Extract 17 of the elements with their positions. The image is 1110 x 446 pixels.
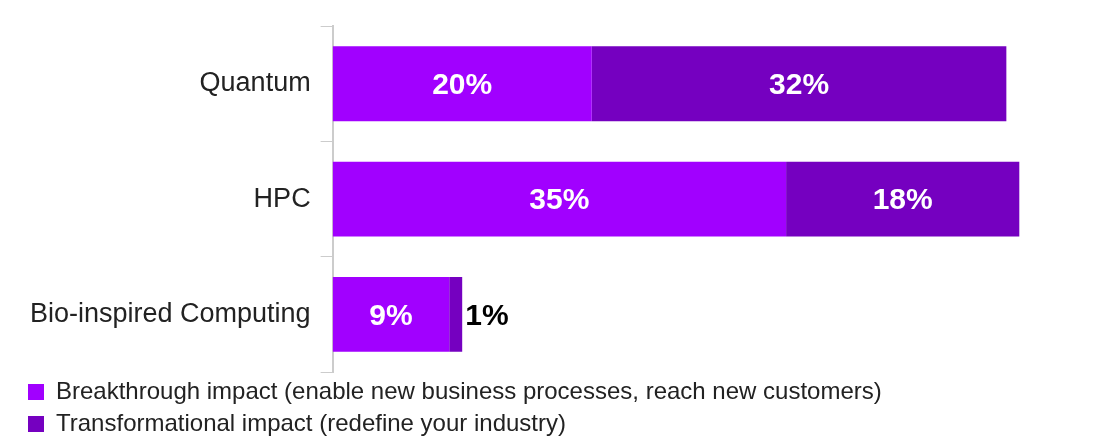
data-label: 32% (769, 67, 830, 101)
y-tick-label: Bio-inspired Computing (30, 297, 311, 328)
bar (332, 46, 592, 122)
y-tick-label: Quantum (199, 67, 311, 98)
legend-label: Breakthrough impact (enable new business processes, reach new customers) (56, 376, 882, 404)
bar (449, 276, 463, 352)
data-label: 20% (432, 67, 493, 101)
data-label: 35% (529, 182, 590, 216)
data-label: 9% (369, 297, 413, 331)
data-label: 1% (465, 297, 509, 331)
bar (332, 161, 787, 237)
bar (786, 161, 1020, 237)
legend-label: Transformational impact (redefine your industry) (56, 408, 566, 436)
bar (332, 276, 450, 352)
data-label: 18% (872, 182, 933, 216)
y-tick-label: HPC (253, 182, 311, 213)
bar (591, 46, 1007, 122)
